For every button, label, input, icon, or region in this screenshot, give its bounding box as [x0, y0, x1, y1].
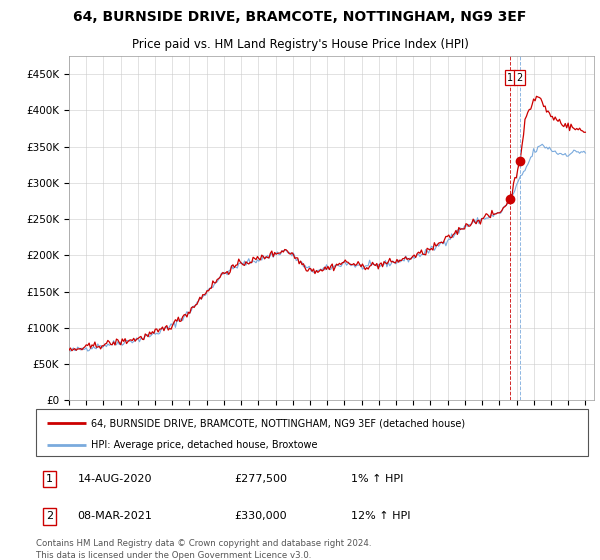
Text: Price paid vs. HM Land Registry's House Price Index (HPI): Price paid vs. HM Land Registry's House … [131, 38, 469, 50]
Text: 1: 1 [507, 73, 513, 83]
Text: £277,500: £277,500 [235, 474, 288, 484]
Text: 2: 2 [46, 511, 53, 521]
Text: 64, BURNSIDE DRIVE, BRAMCOTE, NOTTINGHAM, NG9 3EF: 64, BURNSIDE DRIVE, BRAMCOTE, NOTTINGHAM… [73, 10, 527, 24]
Text: 12% ↑ HPI: 12% ↑ HPI [350, 511, 410, 521]
Text: 08-MAR-2021: 08-MAR-2021 [77, 511, 152, 521]
FancyBboxPatch shape [36, 409, 588, 456]
Text: 2: 2 [517, 73, 523, 83]
Text: £330,000: £330,000 [235, 511, 287, 521]
Text: 64, BURNSIDE DRIVE, BRAMCOTE, NOTTINGHAM, NG9 3EF (detached house): 64, BURNSIDE DRIVE, BRAMCOTE, NOTTINGHAM… [91, 418, 466, 428]
Text: 14-AUG-2020: 14-AUG-2020 [77, 474, 152, 484]
Text: 1% ↑ HPI: 1% ↑ HPI [350, 474, 403, 484]
Text: 1: 1 [46, 474, 53, 484]
Text: Contains HM Land Registry data © Crown copyright and database right 2024.
This d: Contains HM Land Registry data © Crown c… [36, 539, 371, 560]
Text: HPI: Average price, detached house, Broxtowe: HPI: Average price, detached house, Brox… [91, 440, 318, 450]
